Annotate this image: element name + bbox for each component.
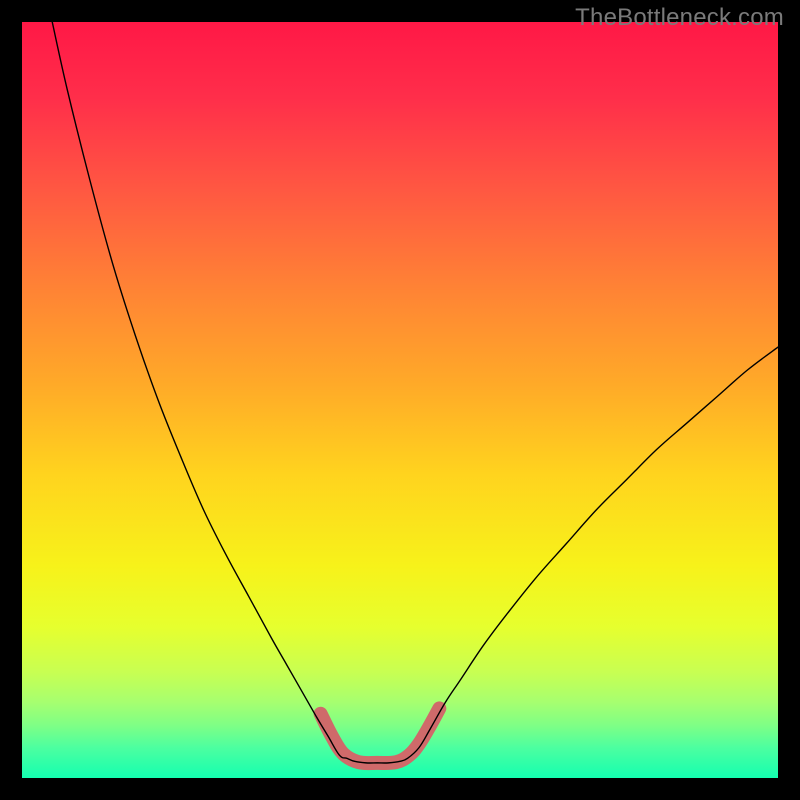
main-curve (52, 22, 778, 763)
plot-area (22, 22, 778, 778)
figure-container: TheBottleneck.com (0, 0, 800, 800)
watermark-text: TheBottleneck.com (575, 4, 784, 32)
curve-layer (22, 22, 778, 778)
